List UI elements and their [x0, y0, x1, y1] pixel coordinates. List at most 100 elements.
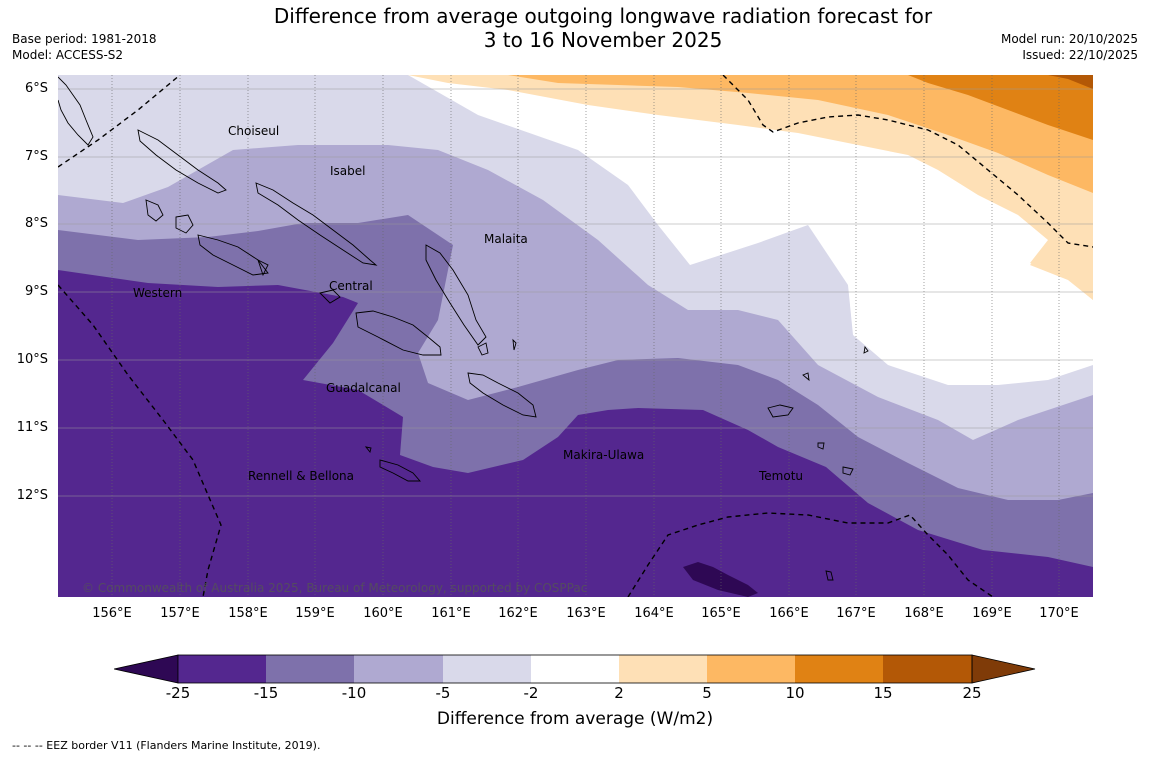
colorbar-tick: 25	[962, 684, 982, 702]
colorbar-tick: -10	[341, 684, 367, 702]
island-utupua	[817, 442, 825, 450]
lon-label: 170°E	[1039, 606, 1079, 621]
place-label-makira-ulawa: Makira-Ulawa	[563, 448, 645, 462]
base-period: Base period: 1981-2018	[12, 32, 157, 46]
model-run: Model run: 20/10/2025	[1000, 32, 1138, 46]
band-15-25	[1048, 75, 1093, 89]
model-name: Model: ACCESS-S2	[12, 48, 124, 62]
colorbar-swatch	[795, 655, 883, 683]
island-vanikoro	[842, 466, 854, 476]
lat-label: 6°S	[24, 81, 48, 96]
lon-label: 162°E	[498, 606, 538, 621]
island-rennell	[379, 459, 421, 482]
band-minus25-minus15	[58, 270, 1093, 597]
island-vella	[145, 199, 164, 222]
lon-label: 160°E	[363, 606, 403, 621]
map-area	[58, 75, 1093, 597]
lon-label: 156°E	[92, 606, 132, 621]
island-kolombangara	[175, 214, 194, 234]
island-isabel	[255, 182, 378, 266]
place-label-central: Central	[329, 279, 373, 293]
island-reef	[802, 372, 810, 382]
copyright-notice: © Commonwealth of Australia 2025, Bureau…	[82, 581, 588, 595]
place-label-western: Western	[133, 286, 183, 300]
island-small-malaita	[477, 342, 489, 356]
lon-label: 169°E	[972, 606, 1012, 621]
eez-border	[58, 75, 1093, 597]
band-2-5-east	[1030, 225, 1093, 300]
lon-label: 165°E	[701, 606, 741, 621]
lon-label: 161°E	[431, 606, 471, 621]
band-below-minus25	[683, 562, 758, 597]
island-new-georgia	[197, 234, 269, 276]
colorbar-tick: 15	[873, 684, 893, 702]
place-label-isabel: Isabel	[330, 164, 366, 178]
colorbar-swatch	[178, 655, 266, 683]
colorbar-swatch	[619, 655, 707, 683]
lat-label: 10°S	[16, 352, 48, 367]
island-santa-cruz	[767, 404, 794, 418]
band-10-15	[908, 75, 1093, 140]
colorbar-swatch	[707, 655, 795, 683]
colorbar-label: Difference from average (W/m2)	[436, 709, 714, 729]
colorbar-swatch	[354, 655, 443, 683]
lat-label: 11°S	[16, 420, 48, 435]
colorbar-swatch	[443, 655, 531, 683]
title-line-1: Difference from average outgoing longwav…	[273, 4, 933, 28]
colorbar-tick: -2	[523, 684, 539, 702]
lon-label: 159°E	[295, 606, 335, 621]
lon-label: 157°E	[160, 606, 200, 621]
colorbar-tick: 10	[785, 684, 805, 702]
lat-label: 8°S	[24, 216, 48, 231]
lat-label: 12°S	[16, 488, 48, 503]
place-label-rennell-bellona: Rennell & Bellona	[248, 469, 355, 483]
lon-label: 168°E	[904, 606, 944, 621]
colorbar-tick: -15	[253, 684, 279, 702]
issued-date: Issued: 22/10/2025	[1022, 48, 1138, 62]
colorbar-tick: -5	[435, 684, 451, 702]
meta-right: Model run: 20/10/2025 Issued: 22/10/2025	[1001, 31, 1138, 63]
islands	[58, 76, 869, 581]
colorbar-svg	[113, 654, 1036, 684]
colorbar-swatch	[266, 655, 354, 683]
island-nggela	[319, 289, 341, 304]
title-line-2: 3 to 16 November 2025	[483, 28, 723, 52]
island-rendova	[257, 259, 269, 277]
island-makira	[467, 372, 537, 418]
place-label-temotu: Temotu	[759, 469, 804, 483]
colorbar-tick: 5	[702, 684, 712, 702]
map-svg	[58, 75, 1093, 597]
island-bellona	[364, 446, 372, 453]
colorbar-swatch	[883, 655, 972, 683]
colorbar-frame	[177, 654, 973, 684]
eez-footnote: -- -- -- EEZ border V11 (Flanders Marine…	[12, 739, 321, 752]
chart-title: Difference from average outgoing longwav…	[150, 4, 1056, 52]
place-label-guadalcanal: Guadalcanal	[326, 381, 401, 395]
island-choiseul	[137, 129, 227, 194]
colorbar-tick: -25	[165, 684, 191, 702]
graticule	[58, 75, 1093, 597]
island-anuta	[863, 345, 869, 354]
island-malaita	[425, 244, 487, 346]
colorbar-extend-high	[971, 654, 1036, 684]
island-tikopia	[825, 570, 834, 581]
colorbar	[113, 654, 1036, 688]
place-label-malaita: Malaita	[484, 232, 528, 246]
lon-label: 163°E	[566, 606, 606, 621]
colorbar-tick: 2	[614, 684, 624, 702]
lon-label: 167°E	[836, 606, 876, 621]
lat-label: 7°S	[24, 149, 48, 164]
lon-label: 166°E	[769, 606, 809, 621]
island-ulawa	[512, 338, 517, 351]
lon-label: 158°E	[228, 606, 268, 621]
band-2-5	[408, 75, 1093, 300]
island-guadalcanal	[355, 310, 442, 356]
lon-label: 164°E	[634, 606, 674, 621]
place-label-choiseul: Choiseul	[228, 124, 280, 138]
meta-left: Base period: 1981-2018 Model: ACCESS-S2	[12, 31, 157, 63]
colorbar-swatch	[531, 655, 619, 683]
colorbar-extend-low	[113, 654, 179, 684]
lat-label: 9°S	[24, 284, 48, 299]
island-bougainville	[58, 76, 94, 146]
band-5-10	[508, 75, 1093, 193]
